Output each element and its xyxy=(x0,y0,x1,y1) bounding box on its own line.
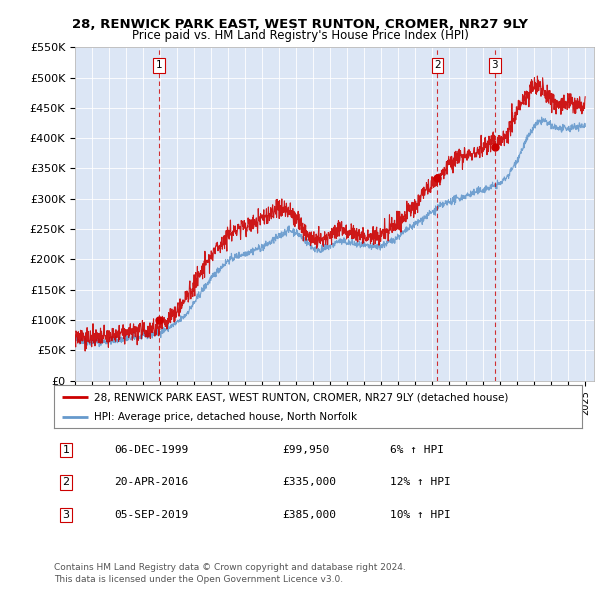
Text: 3: 3 xyxy=(62,510,70,520)
Text: 06-DEC-1999: 06-DEC-1999 xyxy=(114,445,188,455)
Text: 1: 1 xyxy=(62,445,70,455)
Text: 28, RENWICK PARK EAST, WEST RUNTON, CROMER, NR27 9LY: 28, RENWICK PARK EAST, WEST RUNTON, CROM… xyxy=(72,18,528,31)
Text: 1: 1 xyxy=(155,60,162,70)
Text: 2: 2 xyxy=(62,477,70,487)
Text: 28, RENWICK PARK EAST, WEST RUNTON, CROMER, NR27 9LY (detached house): 28, RENWICK PARK EAST, WEST RUNTON, CROM… xyxy=(94,392,508,402)
Text: 20-APR-2016: 20-APR-2016 xyxy=(114,477,188,487)
Text: 12% ↑ HPI: 12% ↑ HPI xyxy=(390,477,451,487)
Text: This data is licensed under the Open Government Licence v3.0.: This data is licensed under the Open Gov… xyxy=(54,575,343,584)
Text: £99,950: £99,950 xyxy=(282,445,329,455)
Text: £385,000: £385,000 xyxy=(282,510,336,520)
Text: 2: 2 xyxy=(434,60,441,70)
Text: 3: 3 xyxy=(491,60,498,70)
Text: HPI: Average price, detached house, North Norfolk: HPI: Average price, detached house, Nort… xyxy=(94,412,357,422)
Text: 05-SEP-2019: 05-SEP-2019 xyxy=(114,510,188,520)
Text: 10% ↑ HPI: 10% ↑ HPI xyxy=(390,510,451,520)
Text: Price paid vs. HM Land Registry's House Price Index (HPI): Price paid vs. HM Land Registry's House … xyxy=(131,30,469,42)
Text: 6% ↑ HPI: 6% ↑ HPI xyxy=(390,445,444,455)
Text: Contains HM Land Registry data © Crown copyright and database right 2024.: Contains HM Land Registry data © Crown c… xyxy=(54,563,406,572)
Text: £335,000: £335,000 xyxy=(282,477,336,487)
